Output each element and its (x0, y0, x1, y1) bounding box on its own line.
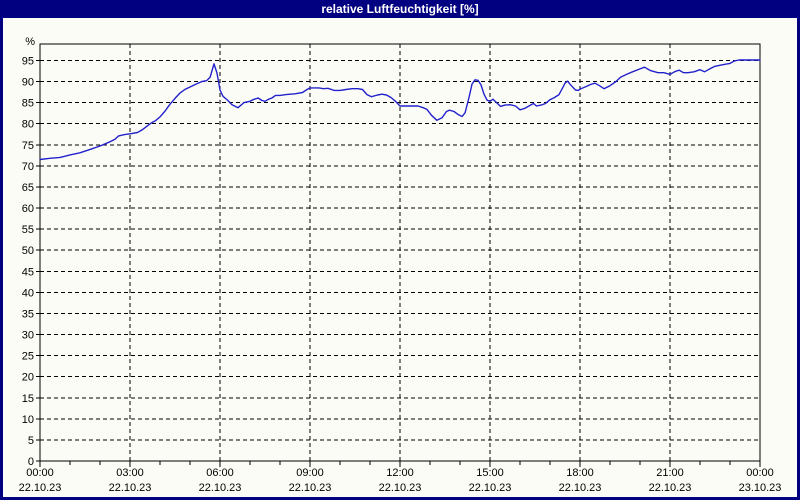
y-tick-label: 95 (22, 55, 34, 67)
x-time-label: 00:00 (26, 467, 54, 479)
y-tick-label: 40 (22, 287, 34, 299)
y-tick-label: 50 (22, 245, 34, 257)
y-tick-label: 20 (22, 372, 34, 384)
plot-frame (39, 43, 761, 462)
x-time-label: 18:00 (566, 467, 594, 479)
y-tick-label: 65 (22, 182, 34, 194)
x-time-label: 00:00 (746, 467, 774, 479)
x-date-label: 22.10.23 (199, 482, 242, 494)
y-tick-label: 15 (22, 393, 34, 405)
y-tick-label: 80 (22, 119, 34, 131)
window-titlebar: relative Luftfeuchtigkeit [%] (0, 0, 800, 18)
y-tick-label: 10 (22, 414, 34, 426)
x-date-label: 22.10.23 (469, 482, 512, 494)
x-date-label: 22.10.23 (649, 482, 692, 494)
x-date-label: 23.10.23 (739, 482, 782, 494)
y-tick-label: 30 (22, 330, 34, 342)
x-date-label: 22.10.23 (289, 482, 332, 494)
y-tick-label: 85 (22, 98, 34, 110)
humidity-series-line (39, 59, 761, 161)
x-time-label: 03:00 (116, 467, 144, 479)
x-date-label: 22.10.23 (559, 482, 602, 494)
x-time-label: 21:00 (656, 467, 684, 479)
y-tick-label: 45 (22, 266, 34, 278)
window-title: relative Luftfeuchtigkeit [%] (321, 2, 479, 16)
y-tick-label: 70 (22, 161, 34, 173)
y-tick-label: 5 (28, 435, 34, 447)
y-tick-label: 25 (22, 351, 34, 363)
x-date-label: 22.10.23 (109, 482, 152, 494)
y-tick-label: 0 (28, 456, 34, 468)
y-axis-unit-label: % (25, 36, 35, 48)
y-tick-label: 60 (22, 203, 34, 215)
x-time-label: 09:00 (296, 467, 324, 479)
y-tick-label: 35 (22, 308, 34, 320)
x-time-label: 15:00 (476, 467, 504, 479)
y-tick-label: 55 (22, 224, 34, 236)
y-tick-label: 75 (22, 140, 34, 152)
x-date-label: 22.10.23 (379, 482, 422, 494)
x-date-label: 22.10.23 (19, 482, 62, 494)
y-tick-label: 90 (22, 77, 34, 89)
x-time-label: 06:00 (206, 467, 234, 479)
x-time-label: 12:00 (386, 467, 414, 479)
